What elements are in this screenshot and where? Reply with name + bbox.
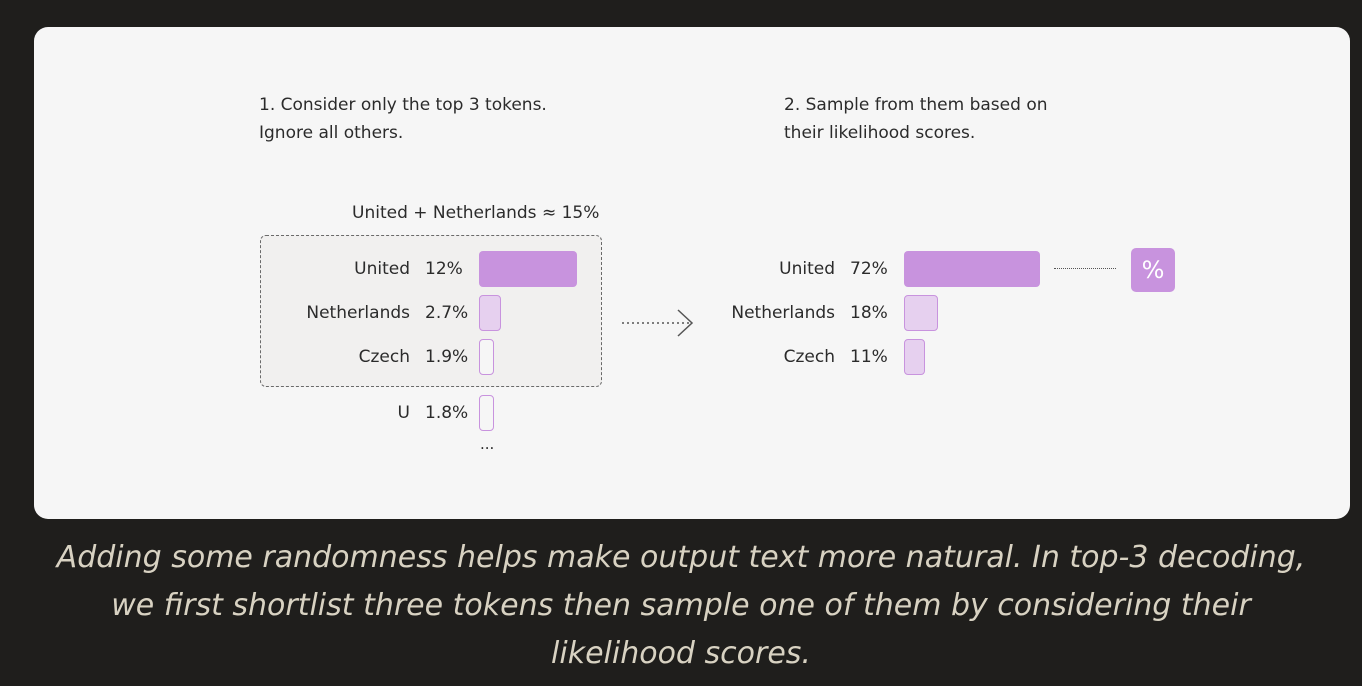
- probability-bar: [479, 395, 494, 431]
- sampling-percent-icon: %: [1131, 248, 1175, 292]
- probability-bar: [904, 339, 925, 375]
- token-label: Czech: [783, 347, 835, 367]
- token-label: United: [779, 259, 835, 279]
- arrow-right-icon: [622, 309, 694, 337]
- left-row-netherlands: Netherlands 2.7%: [34, 295, 594, 331]
- right-row-united: United 72%: [34, 251, 1054, 287]
- left-row-united: United 12%: [34, 251, 594, 287]
- token-probability: 1.8%: [425, 403, 469, 423]
- right-row-czech: Czech 11%: [34, 339, 1054, 375]
- token-label: Netherlands: [731, 303, 835, 323]
- token-probability: 12%: [425, 259, 463, 279]
- probability-bar: [479, 295, 501, 331]
- right-row-netherlands: Netherlands 18%: [34, 295, 1054, 331]
- left-row-u: U 1.8%: [34, 395, 594, 431]
- token-probability: 18%: [850, 303, 888, 323]
- token-label: Netherlands: [306, 303, 410, 323]
- probability-bar: [904, 251, 1040, 287]
- step-2-text: 2. Sample from them based on their likel…: [784, 91, 1048, 147]
- step-1-line-2: Ignore all others.: [259, 123, 404, 143]
- probability-bar: [479, 339, 494, 375]
- probability-bar: [479, 251, 577, 287]
- more-tokens-ellipsis: ...: [480, 435, 495, 453]
- token-probability: 72%: [850, 259, 888, 279]
- token-label: U: [397, 403, 410, 423]
- sample-connector-line: [1054, 268, 1116, 269]
- step-1-text: 1. Consider only the top 3 tokens. Ignor…: [259, 91, 547, 147]
- left-row-czech: Czech 1.9%: [34, 339, 594, 375]
- step-1-line-1: 1. Consider only the top 3 tokens.: [259, 95, 547, 115]
- probability-bar: [904, 295, 938, 331]
- token-probability: 1.9%: [425, 347, 469, 367]
- token-label: Czech: [358, 347, 410, 367]
- group-probability-note: United + Netherlands ≈ 15%: [352, 203, 600, 223]
- figure-caption: Adding some randomness helps make output…: [56, 540, 1306, 671]
- diagram-card: 1. Consider only the top 3 tokens. Ignor…: [34, 27, 1350, 519]
- step-2-line-1: 2. Sample from them based on: [784, 95, 1048, 115]
- step-2-line-2: their likelihood scores.: [784, 123, 976, 143]
- token-probability: 2.7%: [425, 303, 469, 323]
- token-label: United: [354, 259, 410, 279]
- token-probability: 11%: [850, 347, 888, 367]
